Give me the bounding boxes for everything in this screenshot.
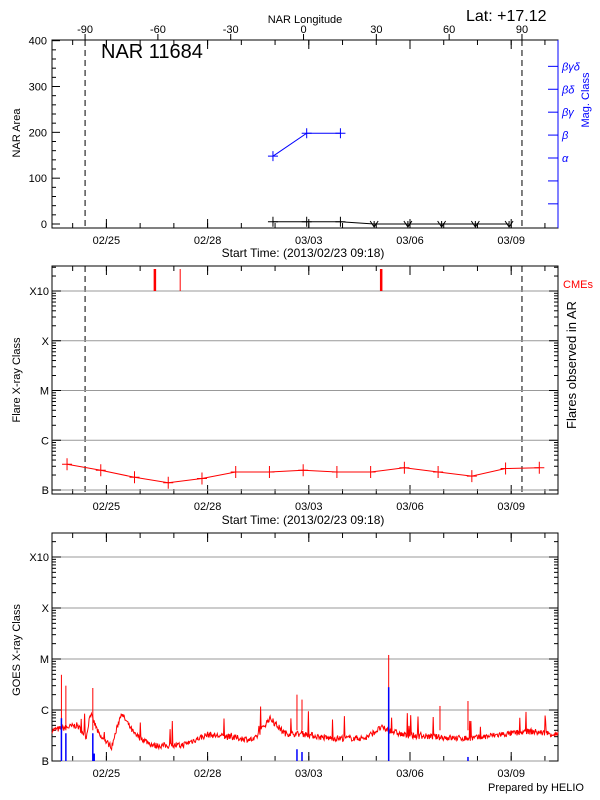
x-tick-label: 03/03: [295, 235, 323, 247]
longitude-tick-label: 60: [443, 24, 455, 36]
panel1-y2label: Mag. Class: [580, 72, 592, 128]
flare-point: [500, 462, 511, 475]
flare-point: [331, 466, 342, 479]
nar-area-point: [267, 216, 278, 227]
x-tick-label: 02/28: [194, 768, 222, 780]
mag-class-point: [267, 151, 278, 162]
flare-point: [466, 470, 477, 483]
longitude-tick-label: -30: [223, 24, 239, 36]
panel3-ylabel: GOES X-ray Class: [11, 604, 23, 696]
y-tick-label: 0: [41, 219, 47, 231]
mag-class-label: α: [562, 153, 569, 165]
longitude-tick-label: 90: [516, 24, 528, 36]
flare-point: [95, 464, 106, 477]
longitude-tick-label: 0: [300, 24, 306, 36]
y-tick-label: 300: [29, 82, 47, 94]
y-tick-label: M: [40, 386, 49, 398]
mag-class-point: [301, 128, 312, 139]
flare-point: [129, 471, 140, 484]
panel2-frame: [51, 265, 559, 495]
flare-point: [264, 466, 275, 479]
y-tick-label: X: [42, 336, 50, 348]
top-axis-title: NAR Longitude: [268, 14, 343, 26]
chart-marks: 02/25 02/28 03/03 03/06 03/09 02/25 02/28 03/03…: [29, 24, 581, 780]
flare-point: [399, 461, 410, 474]
y-tick-label: 100: [29, 173, 47, 185]
flare-point: [196, 472, 207, 485]
y-tick-label: X10: [29, 552, 49, 564]
x-tick-label: 03/09: [497, 235, 525, 247]
y-tick-label: X: [42, 603, 50, 615]
y-tick-label: M: [40, 654, 49, 666]
panel1-title: NAR 11684: [101, 41, 203, 63]
panel3-frame: [51, 532, 559, 762]
y-tick-label: B: [42, 756, 49, 768]
y-tick-label: X10: [29, 286, 49, 298]
cme-label: CMEs: [563, 279, 593, 291]
nar-area-point: [335, 216, 346, 227]
longitude-tick-label: -60: [150, 24, 166, 36]
y-tick-label: 400: [29, 36, 47, 48]
mag-class-label: β: [561, 130, 569, 142]
panel2-ylabel: Flare X-ray Class: [11, 337, 23, 422]
panel1-xlabel: Start Time: (2013/02/23 09:18): [222, 246, 385, 260]
x-tick-label: 03/06: [396, 501, 424, 513]
y-tick-label: B: [42, 485, 49, 497]
x-tick-label: 03/03: [295, 768, 323, 780]
x-tick-label: 03/09: [497, 501, 525, 513]
mag-class-label: βγδ: [561, 61, 581, 73]
goes-flux-line: [51, 706, 559, 752]
nar-area-point: [470, 220, 480, 228]
y-tick-label: 200: [29, 127, 47, 139]
flare-point: [163, 476, 174, 489]
flare-point: [433, 466, 444, 479]
nar-area-point: [369, 220, 379, 228]
nar-area-point: [437, 220, 447, 228]
flare-point: [365, 466, 376, 479]
flare-point: [534, 461, 545, 474]
panel2-y2label: Flares observed in AR: [564, 301, 579, 429]
flare-point: [62, 458, 73, 471]
x-tick-label: 03/06: [396, 235, 424, 247]
longitude-tick-label: -90: [77, 24, 93, 36]
x-tick-label: 02/25: [93, 501, 121, 513]
lat-label: Lat: +17.12: [466, 8, 547, 25]
longitude-tick-label: 30: [370, 24, 382, 36]
panel2-xlabel: Start Time: (2013/02/23 09:18): [222, 513, 385, 527]
x-tick-label: 03/03: [295, 501, 323, 513]
nar-area-point: [403, 220, 413, 228]
nar-area-point: [301, 216, 312, 227]
x-tick-label: 03/09: [497, 768, 525, 780]
mag-class-point: [335, 128, 346, 139]
y-tick-label: C: [41, 705, 49, 717]
x-tick-label: 02/25: [93, 235, 121, 247]
x-tick-label: 03/06: [396, 768, 424, 780]
x-tick-label: 02/25: [93, 768, 121, 780]
nar-area-point: [504, 220, 514, 228]
y-tick-label: C: [41, 435, 49, 447]
x-tick-label: 02/28: [194, 235, 222, 247]
mag-class-label: βγ: [561, 107, 575, 119]
panel1-ylabel: NAR Area: [11, 108, 23, 158]
x-tick-label: 02/28: [194, 501, 222, 513]
flare-point: [298, 464, 309, 477]
footer-credit: Prepared by HELIO: [488, 782, 584, 794]
nar-area-line: [272, 221, 510, 225]
flare-point: [230, 466, 241, 479]
mag-class-label: βδ: [561, 84, 575, 96]
